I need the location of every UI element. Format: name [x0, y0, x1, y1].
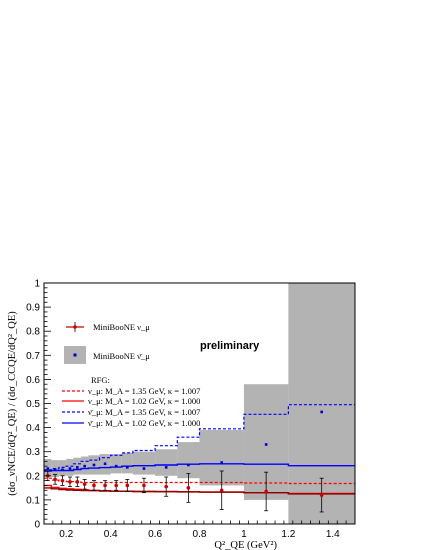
band-bin: [155, 449, 178, 476]
data-point-0: [75, 480, 80, 484]
legend-entry-nubar-135: ν̄_μ: M_A = 1.35 GeV, κ = 1.007: [88, 407, 201, 417]
data-point-0: [103, 483, 107, 488]
legend-entry-nubar-102: ν̄_μ: M_A = 1.02 GeV, κ = 1.000: [88, 418, 201, 428]
data-point-0: [264, 489, 268, 494]
data-point-0: [60, 478, 65, 483]
data-point-1: [92, 463, 96, 467]
x-tick-label: 1: [241, 529, 247, 540]
data-point-1: [53, 468, 57, 472]
data-point-0: [114, 483, 118, 488]
axes-layer: 0 0.1 0.2 0.3 0.4 0.5 0.6 0.7 0.8 0.9 1 0.2 0.4 0.6 0.…: [26, 279, 356, 540]
data-point-0: [142, 483, 146, 488]
data-point-1: [46, 467, 50, 470]
x-tick-label: 1.2: [281, 529, 295, 540]
preliminary-label: preliminary: [200, 340, 260, 352]
x-tick-label: 0.8: [193, 529, 207, 540]
legend-entry-nubar-data: MiniBooNE ν̄_μ: [93, 351, 150, 361]
series-line-2: [44, 477, 355, 485]
y-tick-label: 0.5: [26, 399, 40, 410]
y-tick-label: 0.9: [26, 303, 40, 314]
y-tick-label: 1: [34, 279, 40, 290]
data-point-1: [126, 466, 129, 469]
data-point-1: [264, 443, 268, 446]
data-point-0: [164, 484, 168, 489]
y-tick-label: 0.3: [26, 447, 40, 458]
data-point-1: [76, 466, 79, 469]
data-point-0: [53, 477, 57, 482]
series-line-0: [44, 404, 355, 471]
data-point-0: [219, 488, 224, 493]
y-tick-label: 0.4: [26, 423, 40, 434]
data-point-0: [125, 483, 130, 488]
y-tick-label: 0.1: [26, 495, 40, 506]
x-axis-label: Q²_QE (GeV²): [214, 540, 277, 550]
data-point-1: [164, 466, 168, 469]
y-tick-label: 0.7: [26, 351, 40, 362]
data-point-1: [114, 464, 118, 468]
data-point-1: [142, 467, 146, 470]
legend-entry-nu-data: MiniBooNE ν_μ: [93, 322, 150, 332]
band-bin: [132, 451, 156, 475]
data-point-0: [68, 480, 72, 484]
data-point-1: [61, 468, 64, 472]
x-tick-label: 0.6: [148, 529, 162, 540]
band-bin: [177, 442, 200, 479]
data-point-1: [220, 461, 224, 464]
series-line-4: [44, 487, 355, 495]
data-point-1: [187, 463, 190, 467]
x-tick-label: 0.4: [104, 529, 118, 540]
legend-red-point: [73, 325, 77, 329]
legend-entry-nu-135: ν_μ: M_A = 1.35 GeV, κ = 1.007: [88, 386, 201, 396]
y-tick-label: 0.6: [26, 375, 40, 386]
data-point-1: [83, 464, 86, 468]
legend-markers: [62, 322, 86, 424]
legend-entry-nu-102: ν_μ: M_A = 1.02 GeV, κ = 1.000: [88, 396, 201, 406]
data-point-0: [82, 482, 87, 487]
data-point-1: [320, 410, 323, 414]
data-point-1: [68, 467, 72, 470]
data-point-0: [92, 483, 96, 488]
data-point-0: [319, 493, 324, 497]
data-point-1: [103, 462, 107, 466]
y-tick-label: 0.8: [26, 327, 40, 338]
x-tick-label: 1.4: [326, 529, 340, 540]
band-bin: [110, 454, 122, 474]
data-point-0: [186, 486, 191, 490]
y-tick-label: 0.2: [26, 471, 40, 482]
y-tick-label: 0: [34, 520, 40, 531]
legend-entry-rfg-header: RFG:: [91, 375, 110, 385]
legend-blue-point: [73, 353, 77, 357]
y-axis-label: (dσ_νNCE/dQ²_QE) / (dσ_CCQE/dQ²_QE): [7, 311, 18, 496]
x-tick-label: 0.2: [59, 529, 73, 540]
band-bin: [121, 452, 133, 474]
